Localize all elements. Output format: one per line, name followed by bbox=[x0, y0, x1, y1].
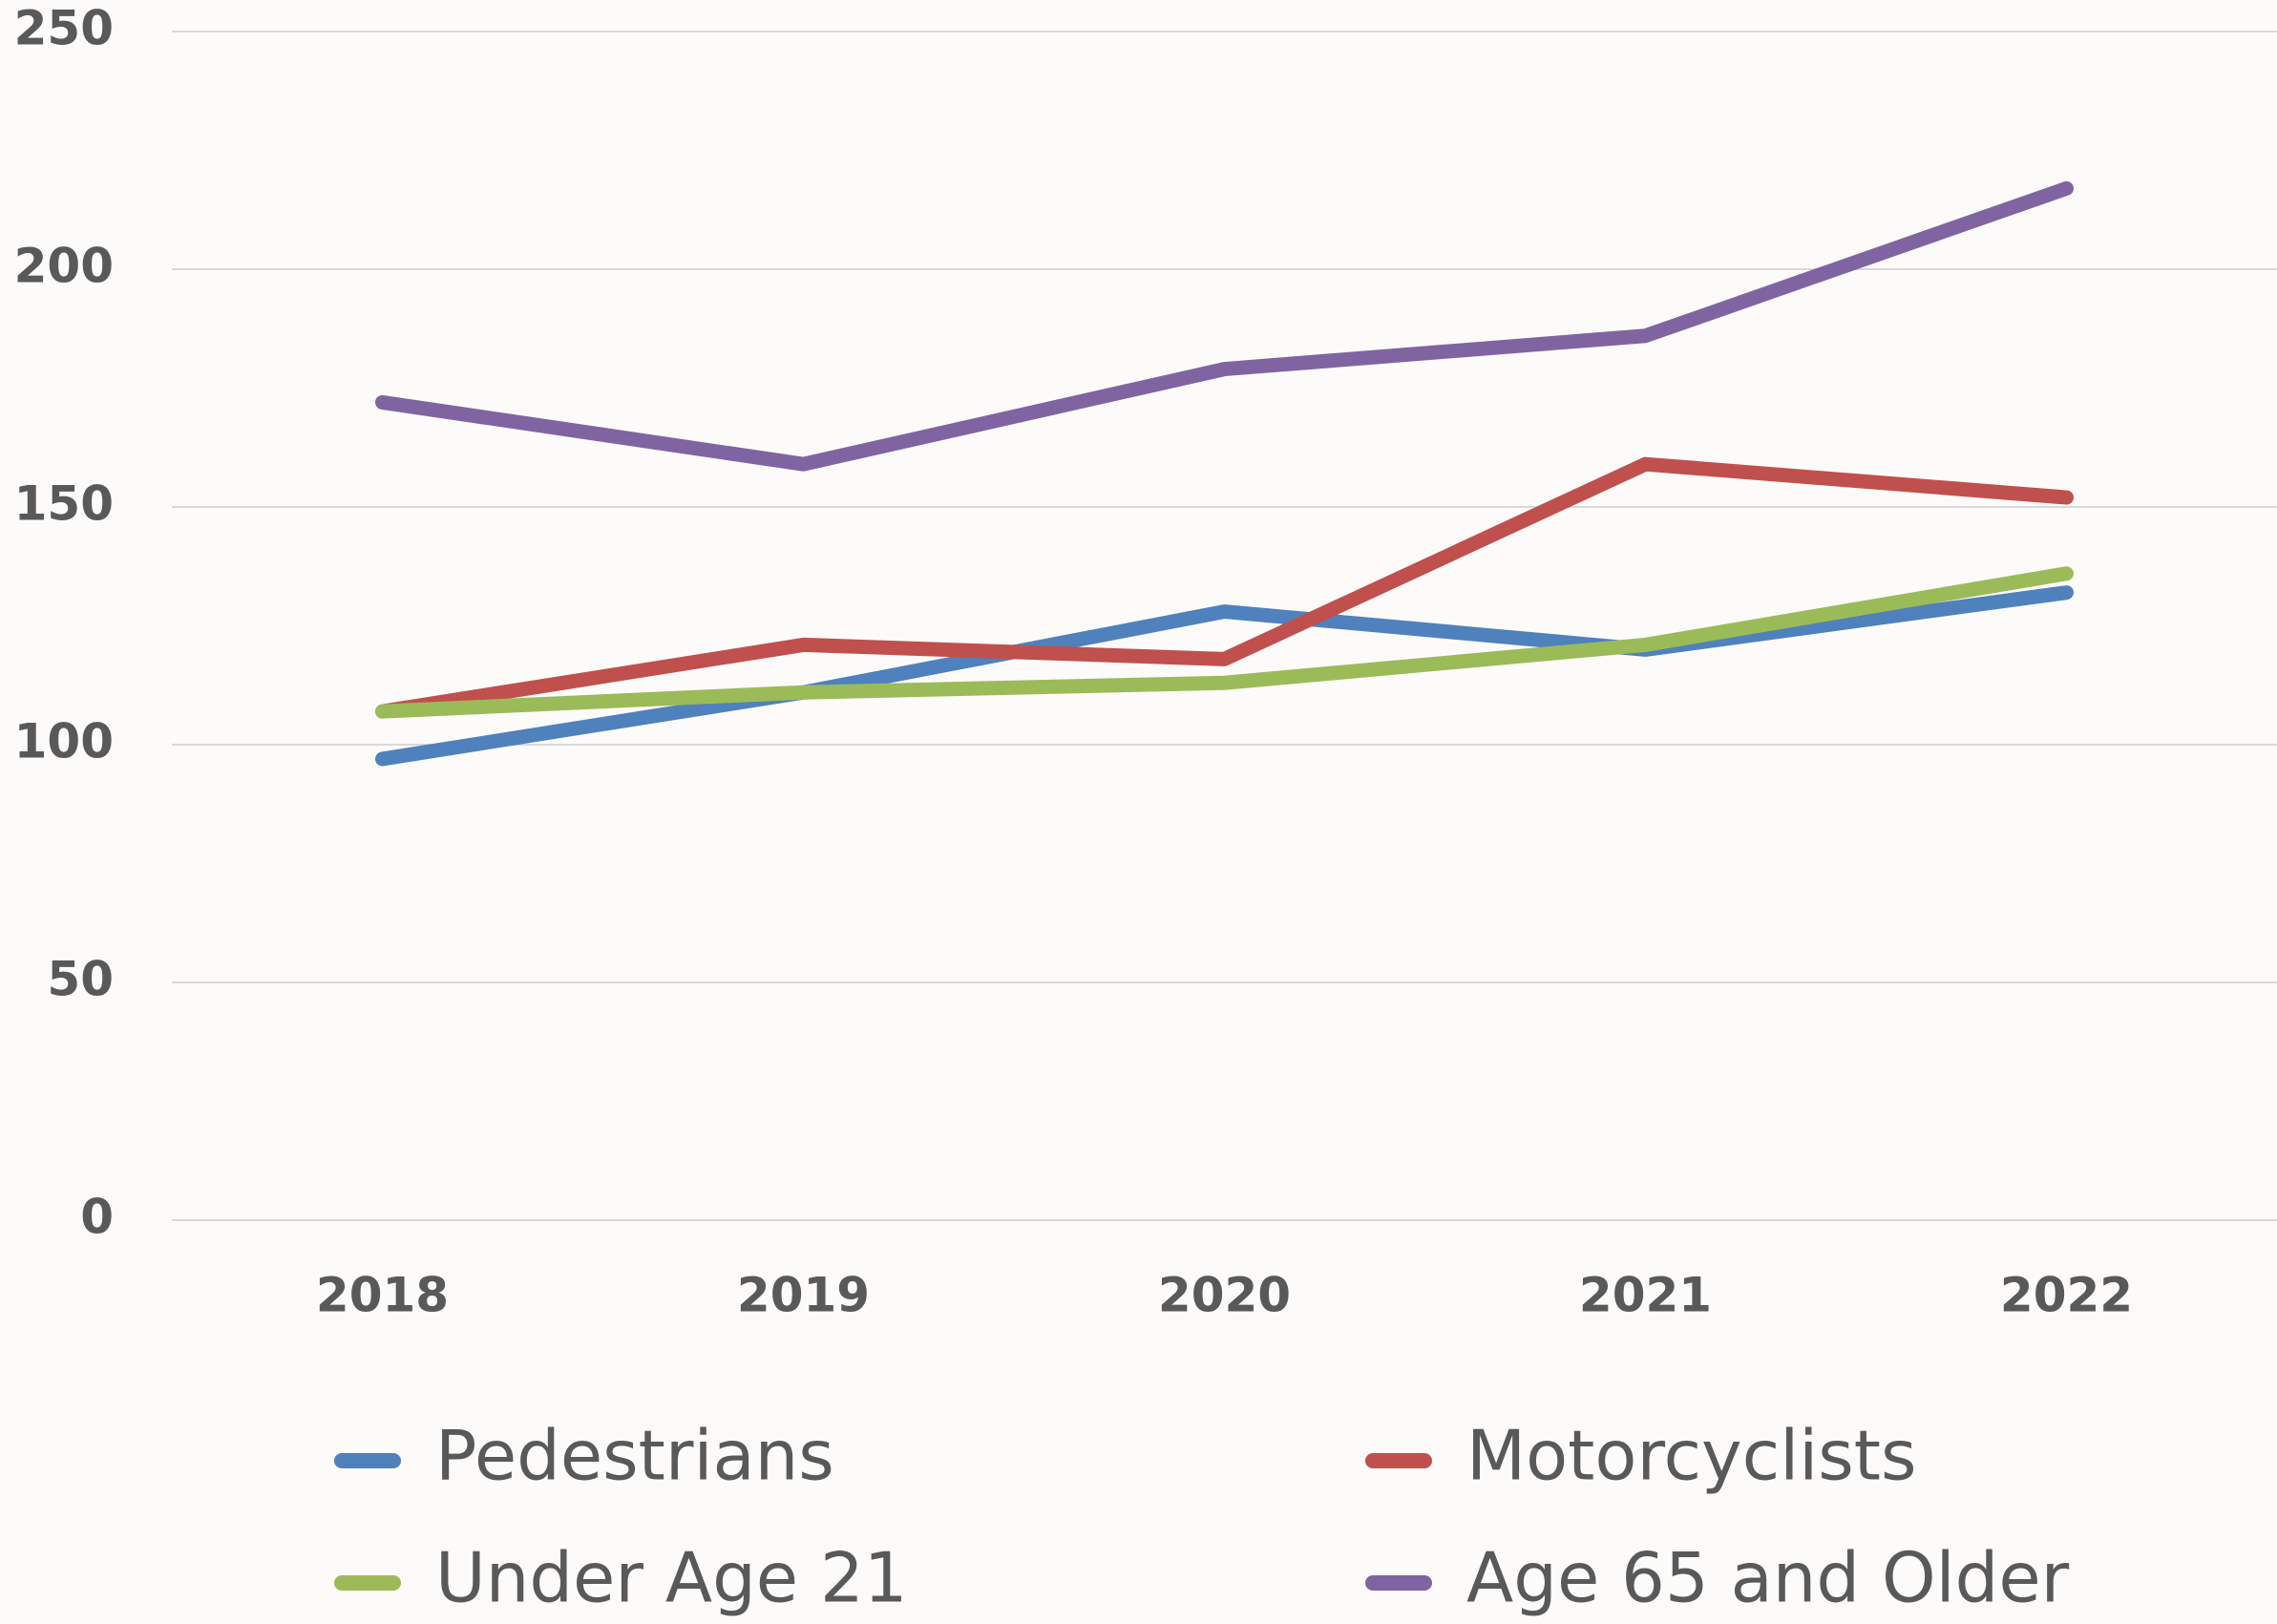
y-tick-label: 250 bbox=[14, 1, 114, 56]
series-line bbox=[375, 585, 2074, 767]
x-tick-label: 2019 bbox=[737, 1268, 870, 1323]
y-tick-label: 200 bbox=[14, 239, 114, 294]
series-line bbox=[375, 180, 2074, 472]
y-tick-label: 50 bbox=[47, 952, 114, 1007]
y-tick-label: 150 bbox=[14, 476, 114, 532]
legend-label: Age 65 and Older bbox=[1466, 1538, 2070, 1618]
x-tick-label: 2018 bbox=[316, 1268, 449, 1323]
series-line bbox=[375, 566, 2074, 719]
y-tick-label: 100 bbox=[14, 714, 114, 770]
y-tick-label: 0 bbox=[80, 1190, 114, 1245]
legend-label: Under Age 21 bbox=[435, 1538, 908, 1618]
legend-label: Motorcyclists bbox=[1466, 1416, 1917, 1496]
legend-label: Pedestrians bbox=[435, 1416, 834, 1496]
x-tick-label: 2021 bbox=[1579, 1268, 1712, 1323]
series-line bbox=[375, 456, 2074, 719]
x-tick-label: 2022 bbox=[2000, 1268, 2133, 1323]
x-tick-label: 2020 bbox=[1158, 1268, 1291, 1323]
